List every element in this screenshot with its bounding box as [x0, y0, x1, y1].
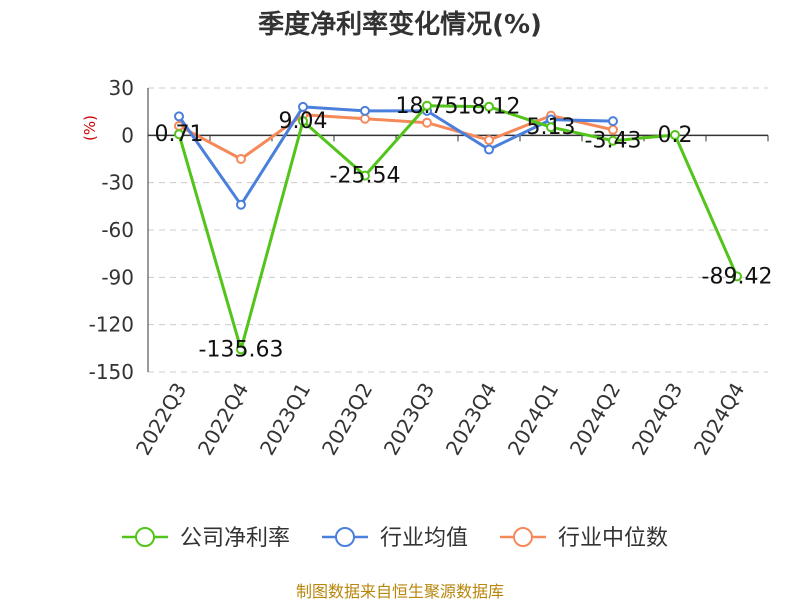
x-tick-label: 2024Q1: [503, 379, 563, 460]
data-point: [422, 100, 432, 111]
legend-label: 行业均值: [380, 526, 468, 551]
data-point: [670, 130, 680, 141]
data-point: [484, 101, 494, 112]
y-tick-label: -150: [89, 360, 134, 384]
data-label: -135.63: [199, 337, 284, 362]
y-tick-label: -90: [101, 265, 134, 289]
data-label: -89.42: [702, 264, 773, 289]
x-tick-label: 2023Q3: [379, 379, 439, 460]
series-lines: [174, 100, 742, 355]
x-tick-label: 2024Q2: [565, 379, 625, 460]
data-label: 5.13: [527, 115, 576, 140]
data-point: [546, 122, 556, 133]
data-label: 18.75: [396, 94, 459, 119]
x-tick-label: 2022Q3: [131, 379, 191, 460]
legend-marker: [513, 527, 533, 547]
x-tick-label: 2023Q1: [255, 379, 315, 460]
legend: 公司净利率 行业均值 行业中位数: [122, 526, 668, 551]
data-label: 0.2: [658, 123, 693, 148]
data-label: -25.54: [330, 164, 401, 189]
data-point: [360, 170, 370, 181]
data-point: [236, 344, 246, 355]
data-point: [360, 105, 370, 116]
chart-title: 季度净利率变化情况(%): [258, 10, 542, 40]
data-point: [484, 144, 494, 155]
data-point: [298, 101, 308, 112]
data-point: [236, 199, 246, 210]
legend-label: 行业中位数: [558, 526, 668, 551]
y-tick-label: -120: [89, 313, 134, 337]
x-tick-label: 2023Q4: [441, 379, 501, 460]
legend-label: 公司净利率: [180, 526, 290, 551]
data-label: 18.12: [458, 95, 521, 120]
data-point: [174, 129, 184, 140]
data-label: 9.04: [279, 109, 328, 134]
source-note: 制图数据来自恒生聚源数据库: [295, 582, 504, 601]
grid-lines: [148, 87, 768, 373]
series-line: [178, 113, 614, 161]
legend-marker: [335, 527, 355, 547]
data-labels: 0.71 -135.63 9.04 -25.54 18.75 18.125.13 -3.43…: [155, 94, 773, 363]
data-point: [298, 116, 308, 127]
data-point: [732, 271, 742, 282]
y-tick-label: 30: [109, 76, 134, 100]
x-tick-label: 2024Q4: [689, 379, 749, 460]
x-tick-label: 2024Q3: [627, 379, 687, 460]
x-tick-label: 2022Q4: [193, 379, 253, 460]
data-point: [236, 154, 246, 164]
data-point: [174, 111, 184, 122]
y-axis-label: (%): [81, 115, 99, 141]
x-tick-label: 2023Q2: [317, 379, 377, 460]
data-point: [360, 113, 370, 124]
series-line: [177, 104, 739, 351]
data-label: -3.43: [585, 129, 642, 154]
y-tick-label: 0: [121, 123, 134, 147]
legend-marker: [135, 527, 155, 547]
y-tick-label: -60: [101, 218, 134, 242]
data-point: [608, 135, 618, 146]
data-point: [608, 116, 618, 127]
data-label: 0.71: [155, 122, 204, 147]
data-point: [422, 117, 432, 128]
y-tick-label: -30: [101, 171, 134, 195]
data-point: [484, 135, 494, 146]
